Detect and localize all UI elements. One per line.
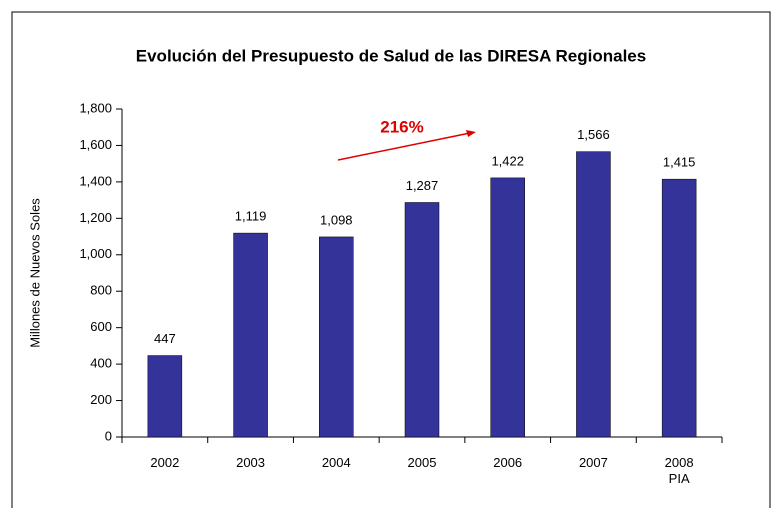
- frame: [11, 11, 771, 508]
- y-tick-label: 800: [90, 283, 112, 298]
- arrow-head: [466, 130, 476, 137]
- value-label: 1,422: [491, 153, 524, 168]
- x-tick-label: 2002: [150, 455, 180, 470]
- x-tick-label: 2004: [321, 455, 351, 470]
- x-tick-label: 2008 PIA: [664, 455, 694, 486]
- annotation-arrow: [337, 132, 471, 161]
- bar: [490, 177, 525, 438]
- y-tick-label: 400: [90, 356, 112, 371]
- x-tick-label: 2003: [236, 455, 266, 470]
- value-label: 447: [154, 331, 176, 346]
- bar: [576, 151, 611, 438]
- y-tick-label: 1,200: [79, 210, 112, 225]
- bar: [319, 236, 354, 438]
- y-tick-label: 1,000: [79, 246, 112, 261]
- x-tick-label: 2005: [407, 455, 437, 470]
- annotation: 216%: [380, 117, 423, 136]
- value-label: 1,415: [663, 155, 696, 170]
- y-axis-label: Millones de Nuevos Soles: [27, 198, 42, 348]
- y-tick-label: 1,400: [79, 173, 112, 188]
- value-label: 1,566: [577, 127, 610, 142]
- y-tick-label: 1,600: [79, 137, 112, 152]
- x-tick-label: 2007: [578, 455, 608, 470]
- y-tick-label: 200: [90, 392, 112, 407]
- bar: [404, 202, 440, 438]
- y-tick-label: 0: [105, 428, 112, 443]
- y-tick-label: 600: [90, 319, 112, 334]
- value-label: 1,287: [406, 178, 439, 193]
- bar: [147, 355, 183, 438]
- chart-title: Evolución del Presupuesto de Salud de la…: [136, 46, 646, 65]
- bar: [661, 178, 697, 438]
- value-label: 1,119: [235, 209, 267, 224]
- x-tick-label: 2006: [493, 455, 523, 470]
- bar: [233, 232, 268, 438]
- value-label: 1,098: [320, 212, 353, 227]
- y-tick-label: 1,800: [79, 100, 112, 115]
